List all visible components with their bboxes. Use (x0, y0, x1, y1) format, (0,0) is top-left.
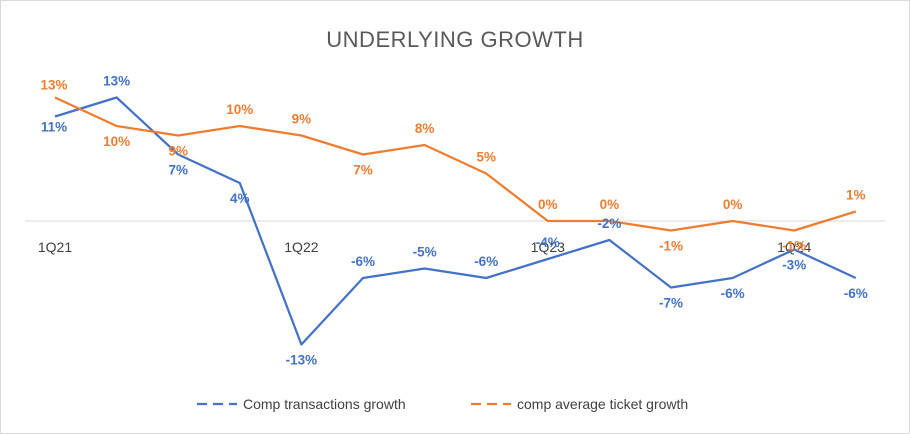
data-label: 7% (168, 163, 188, 178)
data-label: 13% (103, 74, 130, 89)
legend-label-1: Comp transactions growth (243, 396, 406, 412)
data-label: 9% (168, 144, 188, 159)
data-label: 0% (538, 197, 558, 212)
data-label: 7% (353, 163, 373, 178)
data-labels: 11% 13% 7% 4% -13% -6% -5% -6% -4% -2% -7% -6% -3% -6… (40, 74, 867, 368)
data-label: -6% (351, 254, 375, 269)
x-tick-label: 1Q22 (284, 239, 318, 255)
data-label: 1% (846, 188, 866, 203)
chart-title: UNDERLYING GROWTH (326, 27, 583, 52)
data-label: -6% (721, 286, 745, 301)
x-axis-ticks: 1Q21 1Q22 1Q23 1Q24 (38, 239, 812, 255)
data-label: -3% (782, 258, 806, 273)
data-label: -4% (536, 235, 560, 250)
data-label: -1% (782, 239, 806, 254)
data-label: -6% (844, 286, 868, 301)
data-label: 4% (230, 191, 250, 206)
x-tick-label: 1Q21 (38, 239, 72, 255)
data-label: 0% (600, 197, 620, 212)
data-label: 10% (226, 102, 253, 117)
data-label: 9% (292, 112, 312, 127)
data-label: 8% (415, 121, 435, 136)
data-label: 13% (40, 78, 67, 93)
data-label: 11% (41, 120, 67, 135)
data-label: -1% (659, 239, 683, 254)
legend-label-2: comp average ticket growth (517, 396, 688, 412)
data-label: -2% (597, 216, 621, 231)
data-label: -13% (286, 353, 318, 368)
legend: Comp transactions growth comp average tic… (197, 396, 688, 412)
data-label: -7% (659, 296, 683, 311)
data-label: 5% (476, 150, 496, 165)
data-label: -5% (413, 245, 437, 260)
series-line-2 (54, 96, 857, 232)
series-line-1 (54, 96, 857, 346)
data-label: 0% (723, 197, 743, 212)
series-lines (54, 96, 857, 346)
data-label: -6% (474, 254, 498, 269)
data-label: 10% (103, 134, 130, 149)
x-tick-label: 1Q24 (777, 239, 811, 255)
x-tick-label: 1Q23 (531, 239, 565, 255)
